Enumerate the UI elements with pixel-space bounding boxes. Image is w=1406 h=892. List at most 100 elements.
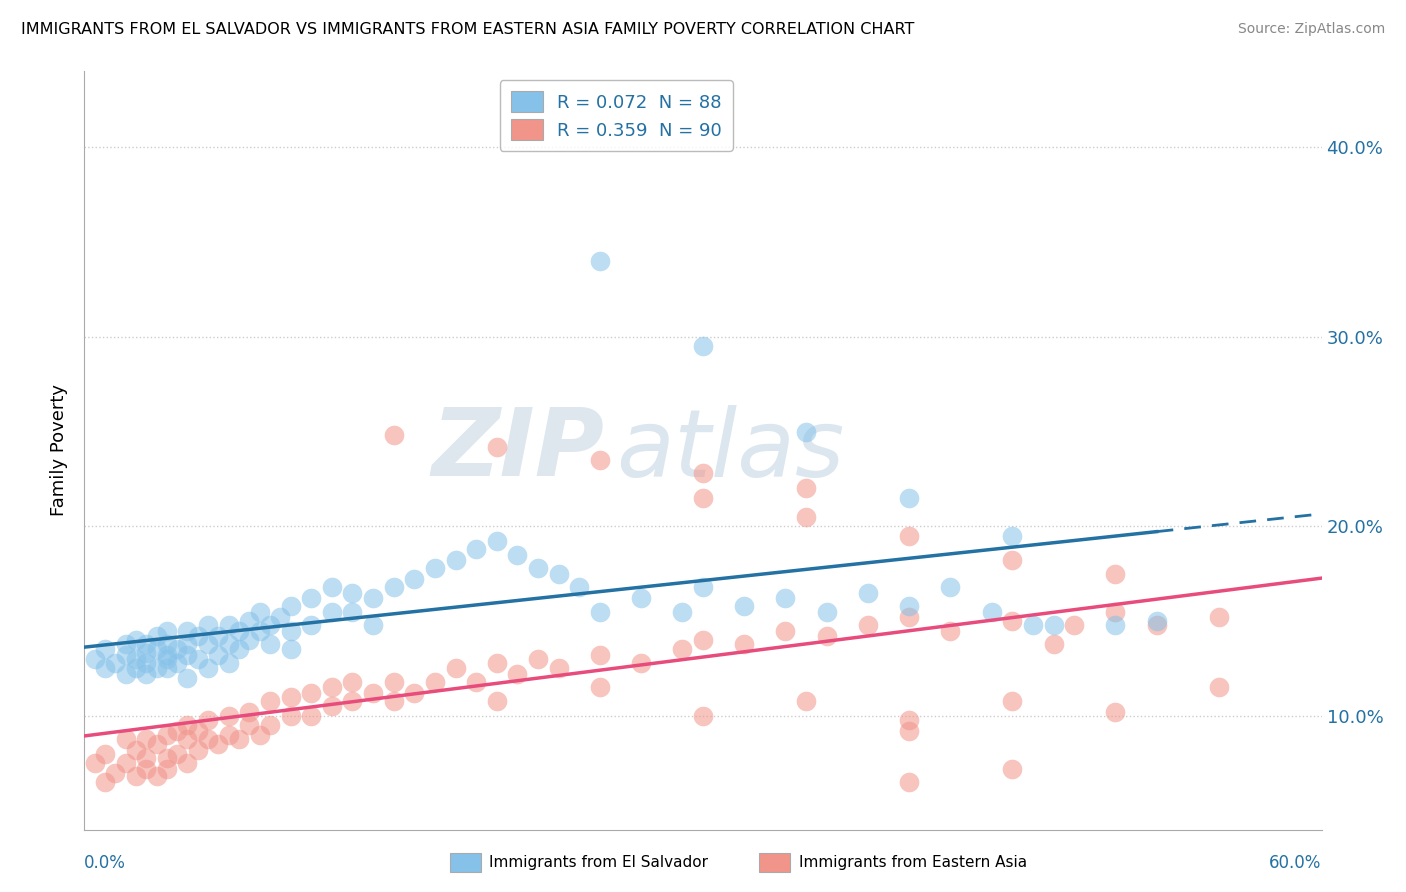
Point <box>218 618 240 632</box>
Point <box>280 624 302 638</box>
Point <box>856 618 879 632</box>
Point <box>156 624 179 638</box>
Point <box>94 661 117 675</box>
Point <box>94 642 117 657</box>
Point <box>815 605 838 619</box>
Point <box>898 529 921 543</box>
Point <box>280 599 302 613</box>
Point <box>794 482 817 496</box>
Point <box>342 605 364 619</box>
Point <box>238 614 260 628</box>
Point <box>249 605 271 619</box>
Point <box>733 637 755 651</box>
Point <box>114 667 136 681</box>
Text: 0.0%: 0.0% <box>84 855 127 872</box>
Point <box>197 637 219 651</box>
Point <box>775 591 797 606</box>
Text: Immigrants from El Salvador: Immigrants from El Salvador <box>489 855 709 870</box>
Point <box>299 708 322 723</box>
Point <box>299 686 322 700</box>
Point <box>1001 529 1024 543</box>
Point <box>321 681 343 695</box>
Point <box>228 642 250 657</box>
Point <box>145 737 167 751</box>
Point <box>187 743 209 757</box>
Point <box>166 656 188 670</box>
Point <box>361 591 384 606</box>
Point <box>259 694 281 708</box>
Point <box>125 743 148 757</box>
Point <box>444 661 467 675</box>
Point <box>187 724 209 739</box>
Point <box>898 775 921 789</box>
Point <box>898 599 921 613</box>
Point <box>104 656 127 670</box>
Point <box>382 674 405 689</box>
Point <box>939 624 962 638</box>
Point <box>145 661 167 675</box>
Point <box>980 605 1002 619</box>
Point <box>939 580 962 594</box>
Point <box>485 694 508 708</box>
Point <box>733 599 755 613</box>
Point <box>280 708 302 723</box>
Point <box>299 618 322 632</box>
Point <box>114 731 136 746</box>
Point <box>898 724 921 739</box>
Point <box>1063 618 1085 632</box>
Point <box>156 661 179 675</box>
Point <box>382 428 405 442</box>
Point <box>568 580 591 594</box>
Point <box>135 667 157 681</box>
Point <box>692 491 714 505</box>
Point <box>145 642 167 657</box>
Point <box>94 775 117 789</box>
Point <box>83 756 105 771</box>
Point <box>218 637 240 651</box>
Point <box>228 731 250 746</box>
Point <box>104 765 127 780</box>
Point <box>207 629 229 643</box>
Text: ZIP: ZIP <box>432 404 605 497</box>
Point <box>197 713 219 727</box>
Point <box>135 762 157 776</box>
Point <box>589 453 612 467</box>
Point <box>197 618 219 632</box>
Point <box>485 656 508 670</box>
Point <box>135 656 157 670</box>
Y-axis label: Family Poverty: Family Poverty <box>51 384 69 516</box>
Point <box>114 637 136 651</box>
Point <box>815 629 838 643</box>
Point <box>299 591 322 606</box>
Point <box>1146 614 1168 628</box>
Point <box>485 440 508 454</box>
Point <box>176 756 198 771</box>
Legend: R = 0.072  N = 88, R = 0.359  N = 90: R = 0.072 N = 88, R = 0.359 N = 90 <box>499 80 733 151</box>
Point <box>321 580 343 594</box>
Point <box>1001 553 1024 567</box>
Point <box>176 718 198 732</box>
Point <box>218 708 240 723</box>
Point <box>125 769 148 784</box>
Point <box>114 756 136 771</box>
Point <box>94 747 117 761</box>
Point <box>1104 705 1126 719</box>
Point <box>465 674 488 689</box>
Point <box>589 254 612 268</box>
Text: Source: ZipAtlas.com: Source: ZipAtlas.com <box>1237 22 1385 37</box>
Point <box>238 718 260 732</box>
Point <box>361 686 384 700</box>
Point <box>321 699 343 714</box>
Point <box>166 724 188 739</box>
Point <box>114 648 136 662</box>
Point <box>238 705 260 719</box>
Point <box>218 656 240 670</box>
Text: atlas: atlas <box>616 405 845 496</box>
Point <box>794 425 817 439</box>
Point <box>156 637 179 651</box>
Point <box>527 652 550 666</box>
Point <box>135 637 157 651</box>
Point <box>156 648 179 662</box>
Point <box>135 731 157 746</box>
Point <box>547 566 569 581</box>
